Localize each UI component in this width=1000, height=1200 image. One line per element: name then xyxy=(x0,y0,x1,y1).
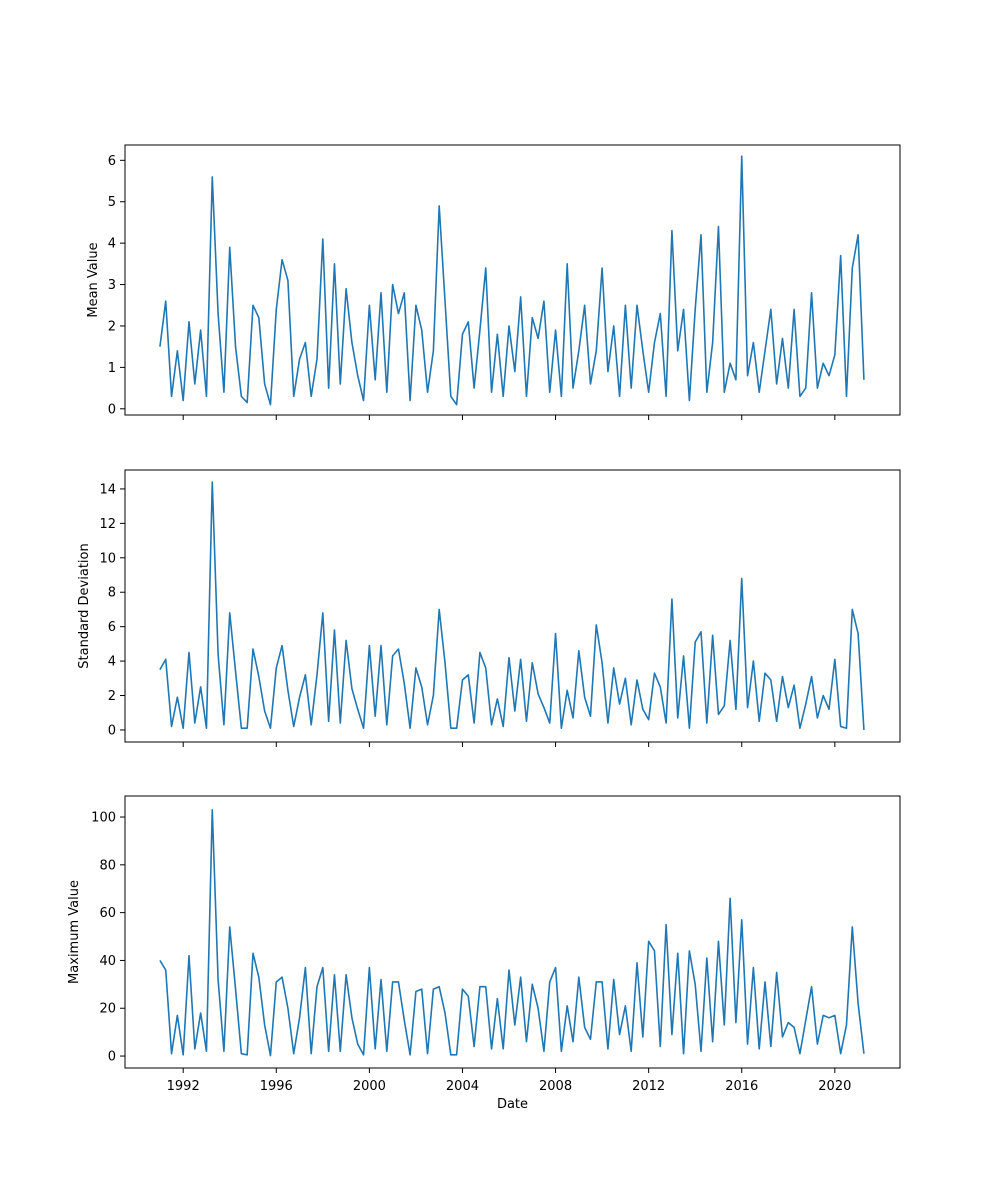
x-tick-label: 2008 xyxy=(539,1079,572,1094)
y-tick-label: 0 xyxy=(108,1050,116,1065)
y-tick-label: 60 xyxy=(99,906,116,921)
data-line xyxy=(159,155,865,406)
data-line xyxy=(159,481,865,730)
x-tick-label: 1992 xyxy=(167,1079,200,1094)
x-axis-label: Date xyxy=(497,1097,528,1112)
y-tick-label: 4 xyxy=(108,237,116,252)
x-tick-label: 2000 xyxy=(353,1079,386,1094)
y-tick-label: 8 xyxy=(108,586,116,601)
y-tick-label: 3 xyxy=(108,278,116,293)
axes: 0 1 2 3 4 5 6 Mean Value xyxy=(86,144,901,420)
axes: 0 20 40 60 80 100 1992 1996 2000 2004 2008 2012 2016… xyxy=(67,795,901,1112)
x-tick-label: 2004 xyxy=(446,1079,479,1094)
y-tick-label: 40 xyxy=(99,954,116,969)
y-tick-label: 0 xyxy=(108,723,116,738)
axes-frame xyxy=(124,469,901,743)
y-tick-label: 4 xyxy=(108,655,116,670)
y-tick-label: 80 xyxy=(99,858,116,873)
y-tick-label: 2 xyxy=(108,319,116,334)
y-tick-label: 0 xyxy=(108,402,116,417)
y-tick-label: 6 xyxy=(108,154,116,169)
y-tick-label: 2 xyxy=(108,689,116,704)
y-tick-label: 10 xyxy=(99,551,116,566)
axes-frame xyxy=(124,144,901,416)
y-tick-label: 6 xyxy=(108,620,116,635)
y-tick-label: 1 xyxy=(108,361,116,376)
y-axis-label: Standard Deviation xyxy=(77,543,92,668)
y-tick-label: 12 xyxy=(99,517,116,532)
axes: 0 2 4 6 8 10 12 14 Standard Deviation xyxy=(77,469,901,747)
data-line xyxy=(159,809,865,1057)
y-axis-label: Maximum Value xyxy=(67,880,82,984)
axes-frame xyxy=(124,795,901,1069)
y-tick-label: 20 xyxy=(99,1002,116,1017)
x-tick-label: 2016 xyxy=(725,1079,758,1094)
y-tick-label: 5 xyxy=(108,195,116,210)
y-axis-label: Mean Value xyxy=(86,242,101,317)
x-tick-label: 2020 xyxy=(818,1079,851,1094)
x-tick-label: 2012 xyxy=(632,1079,665,1094)
y-tick-label: 100 xyxy=(91,811,116,826)
y-tick-label: 14 xyxy=(99,482,116,497)
x-tick-label: 1996 xyxy=(260,1079,293,1094)
